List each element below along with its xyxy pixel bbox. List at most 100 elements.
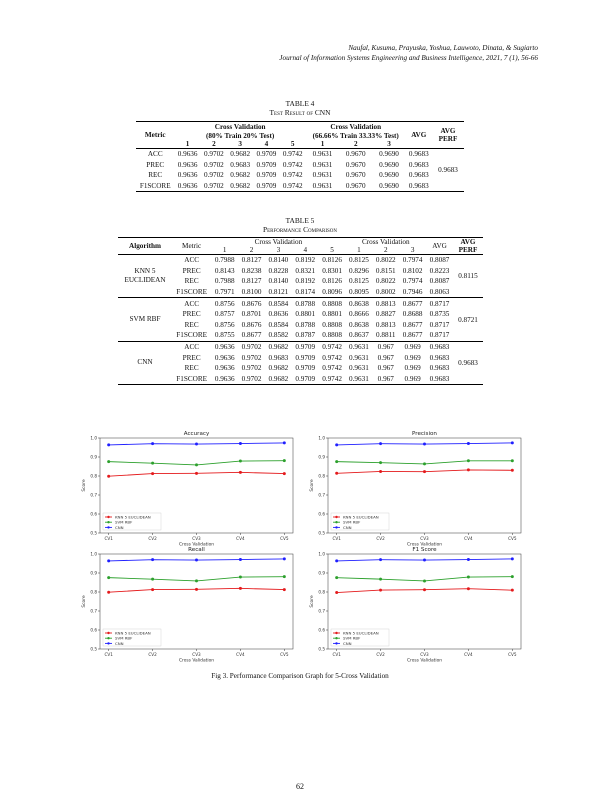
table-cell: 0.8813 [375,320,396,329]
running-header: Naufal, Kusuma, Prayuska, Yoshua, Lauwot… [279,44,538,63]
legend-label: SVM RBF [115,636,133,641]
x-tick-label: CV1 [332,536,341,541]
table4-group2-label: Cross Validation [330,123,382,131]
table-cell: 0.8676 [241,320,262,329]
table5-metric: PREC [182,310,201,319]
table5-avg: 0.8717 [429,331,450,340]
data-point [379,558,383,562]
table4-caption: TABLE 4 Test Result of CNN [0,99,600,117]
x-axis-label: Cross Validation [179,658,214,664]
data-point [107,460,111,464]
table4-metric: REC [148,171,163,180]
data-point [335,576,339,580]
table-row: F1SCORE 0.7971 0.8100 0.8121 0.8174 0.8096 0.8… [118,287,483,298]
table-cell: 0.9702 [241,364,262,373]
table-cell: 0.9690 [379,160,399,169]
data-point [282,441,286,445]
legend-marker [335,631,338,635]
table-row: REC 0.7988 0.8127 0.8140 0.8192 0.8126 0.8125 0… [118,276,483,287]
table5-subcol: 3 [276,246,281,254]
table-cell: 0.967 [377,364,394,373]
table-cell: 0.8022 [375,277,396,286]
y-tick-label: 0.7 [318,609,325,614]
table-cell: 0.967 [377,374,394,383]
y-tick-label: 0.6 [90,512,97,517]
data-point [510,575,514,579]
table5-avg: 0.8223 [429,266,450,275]
data-point [423,462,426,466]
y-tick-label: 0.6 [90,628,97,633]
table4-label: TABLE 4 [285,99,315,108]
table4-subcol: 5 [290,140,295,148]
table4-subcol: 2 [353,140,358,148]
table5-subcol: 4 [303,246,308,254]
table5-algorithm: KNN 5 EUCLIDEAN [124,267,166,285]
table-cell: 0.9702 [203,171,224,180]
table-cell: 0.9742 [282,150,303,159]
table4-metric: PREC [146,160,165,169]
table-cell: 0.969 [404,374,421,383]
x-tick-label: CV1 [332,652,341,657]
header-journal: Journal of Information Systems Engineeri… [279,53,538,62]
table-cell: 0.9631 [312,171,333,180]
table-cell: 0.9631 [312,150,333,159]
data-point [510,557,514,561]
table-cell: 0.7988 [214,256,235,265]
y-tick-label: 1.0 [90,436,97,441]
x-tick-label: CV3 [420,652,429,657]
table4-avgperf: 0.9683 [438,166,458,175]
table-cell: 0.8192 [295,256,316,265]
y-tick-label: 0.6 [318,512,325,517]
table-cell: 0.7946 [402,288,423,297]
table-cell: 0.8126 [322,277,342,286]
table4-avg: 0.9683 [408,182,429,191]
table5-avgperf: 0.8115 [458,272,478,281]
table-cell: 0.8174 [295,288,316,297]
data-point [195,463,198,467]
table-cell: 0.9636 [177,150,198,159]
table-cell: 0.9742 [322,343,342,352]
data-point [282,588,286,592]
table-cell: 0.9709 [256,171,277,180]
table-cell: 0.9682 [268,343,289,352]
y-tick-label: 1.0 [90,552,97,557]
y-tick-label: 1.0 [318,436,325,441]
table4-subcol: 3 [238,140,242,148]
table-cell: 0.8002 [375,288,396,297]
data-point [282,472,286,476]
legend-marker [335,642,338,645]
table5-avg: 0.9683 [429,343,450,352]
y-axis-label: Score [309,479,315,492]
y-axis-label: Score [81,595,87,608]
table-cell: 0.8637 [349,331,369,340]
data-point [282,459,286,463]
table-cell: 0.9682 [230,171,251,180]
table5-algorithm: CNN [137,358,153,367]
table5-subcol: 3 [410,246,415,254]
table-cell: 0.8022 [375,256,396,265]
table5-subcol: 1 [357,246,361,254]
table-cell: 0.8801 [295,310,316,319]
legend-marker [335,637,338,640]
data-point [423,470,426,474]
table4-col-metric: Metric [144,131,166,139]
chart-title: F1 Score [412,547,437,553]
data-point [238,558,242,562]
table-row: F1SCORE 0.8755 0.8677 0.8582 0.8787 0.8808 0.8… [118,330,483,342]
table5-metric: PREC [182,266,201,275]
table-cell: 0.9742 [282,160,303,169]
table5-avg: 0.8717 [429,299,450,308]
table-cell: 0.8811 [376,331,396,340]
table-cell: 0.9631 [349,343,369,352]
table-cell: 0.969 [404,343,421,352]
data-point [107,576,111,580]
table-cell: 0.8813 [375,299,396,308]
data-point [282,557,286,561]
table5-avg: 0.8063 [429,288,450,297]
table-cell: 0.8677 [402,299,423,308]
x-tick-label: CV4 [236,536,245,541]
table-cell: 0.8121 [268,288,289,297]
table5-subcol: 2 [383,246,388,254]
table-cell: 0.9742 [322,374,342,383]
data-point [151,577,155,581]
